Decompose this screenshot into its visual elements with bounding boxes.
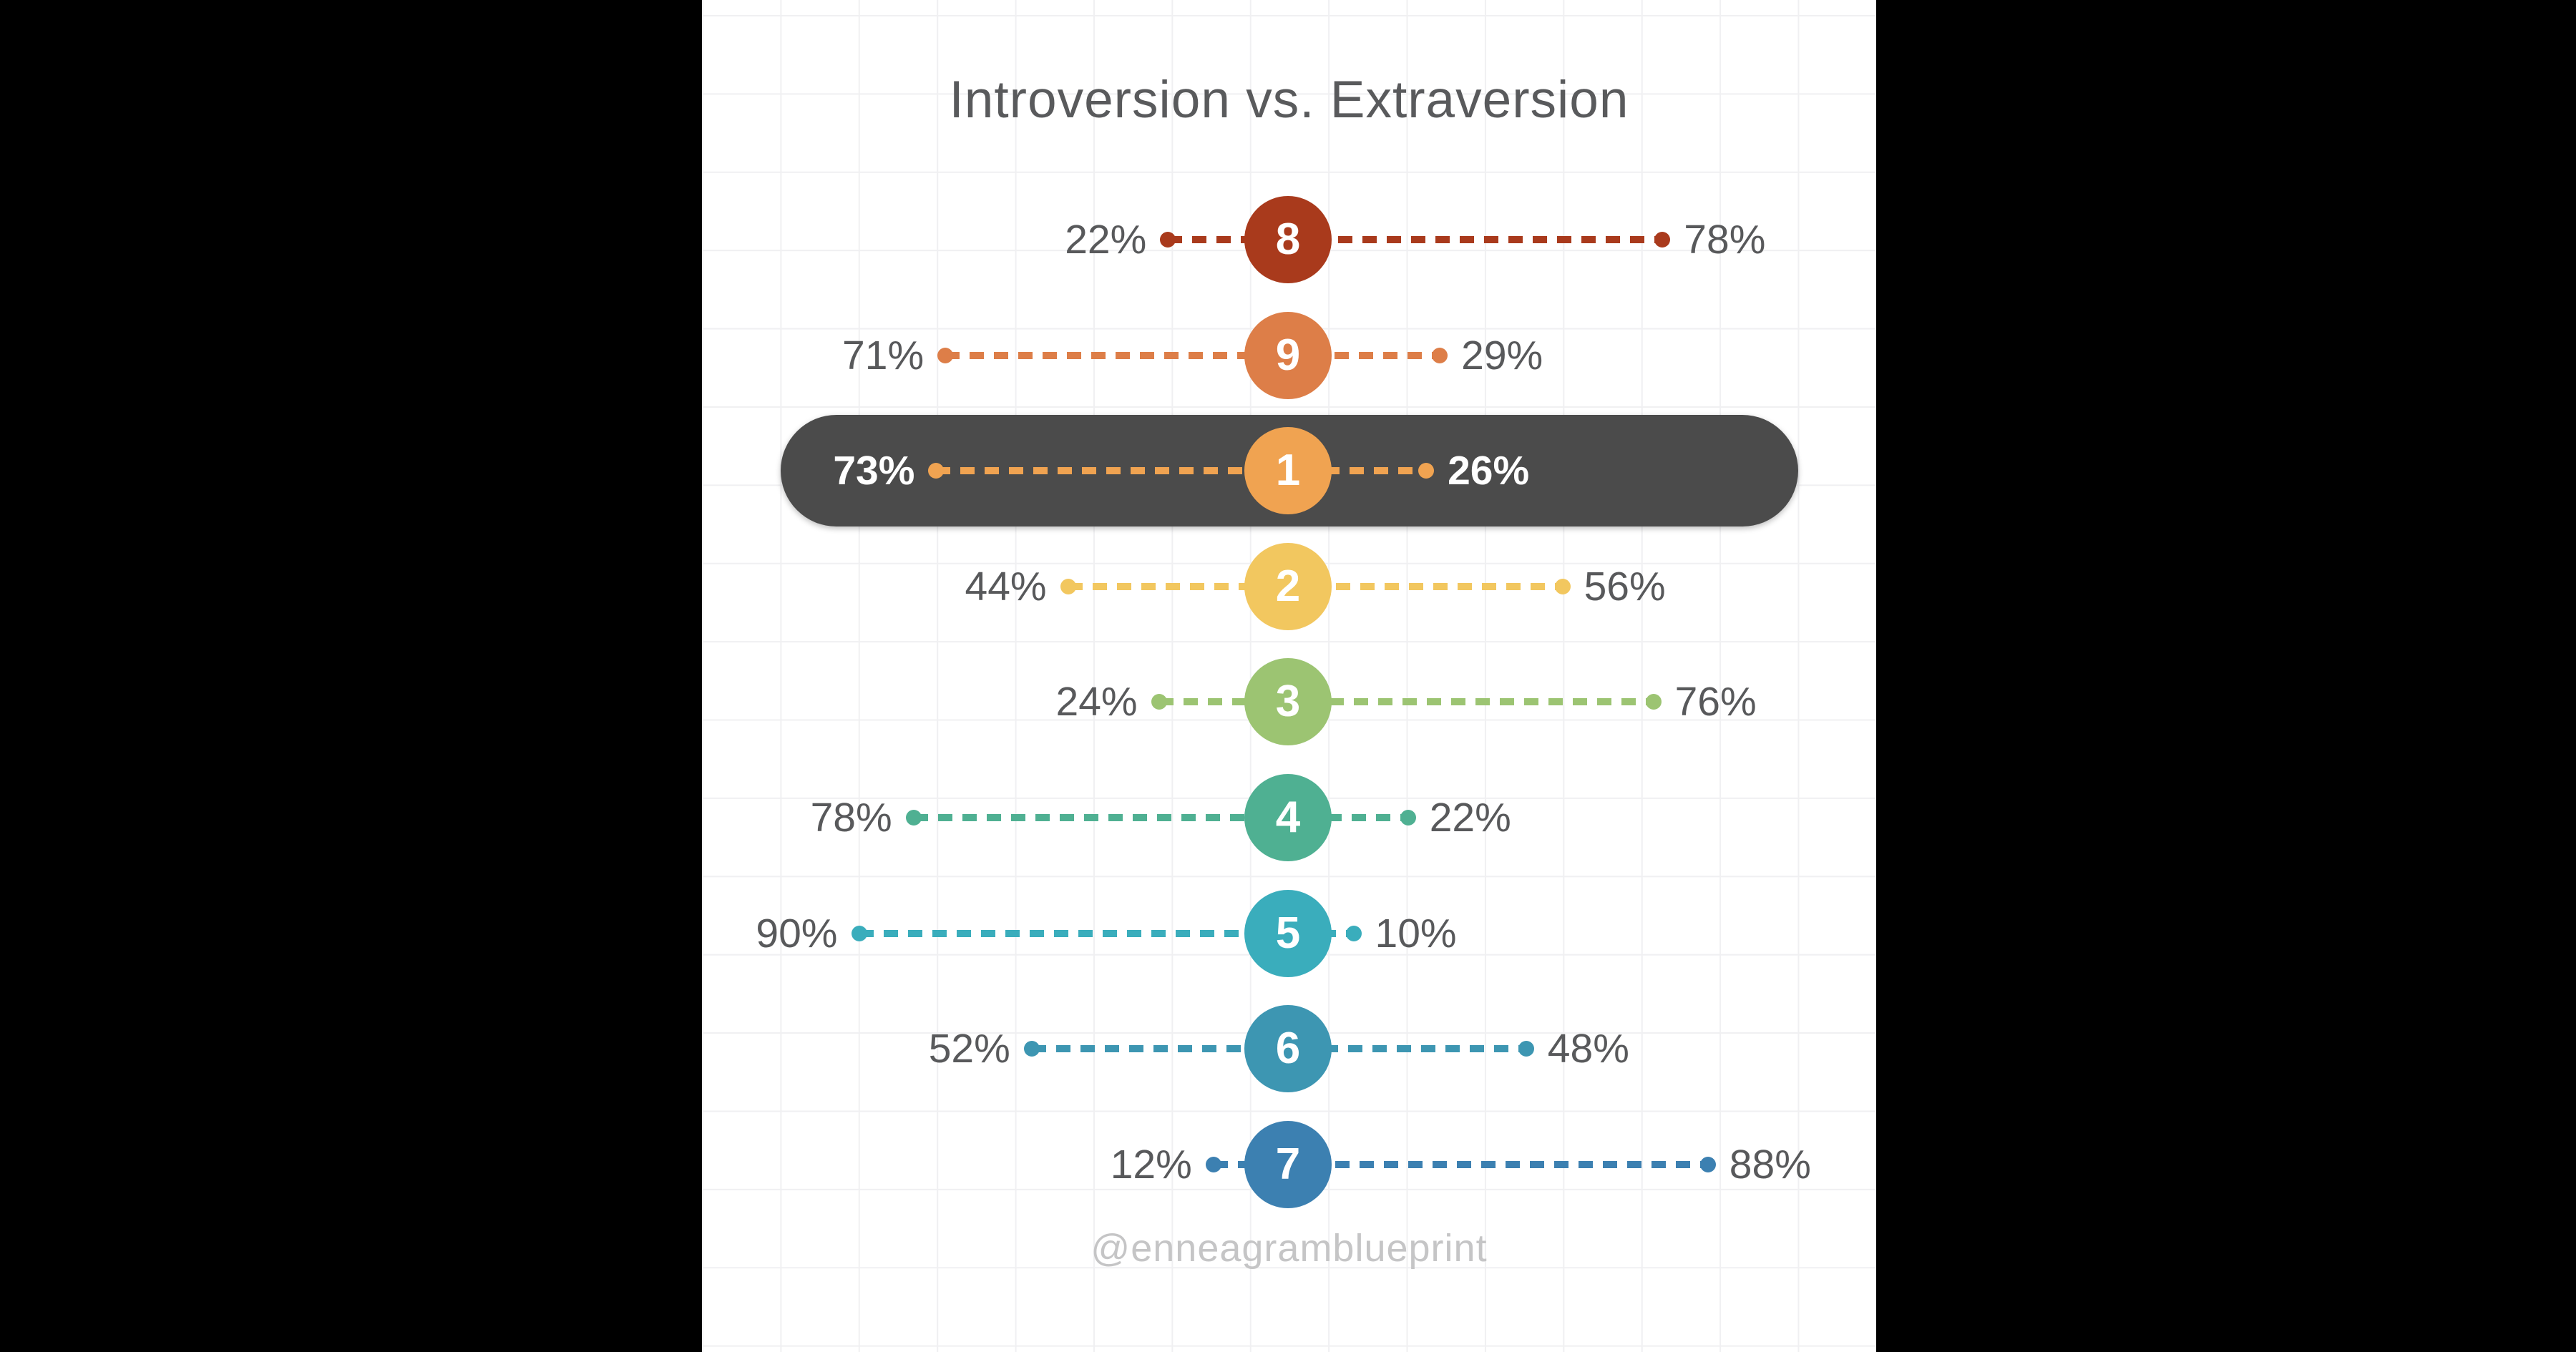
left-percent-label: 90% <box>756 911 838 956</box>
right-endpoint-dot <box>1654 232 1671 248</box>
right-percent-label: 76% <box>1674 679 1757 725</box>
type-circle-7: 7 <box>1244 1121 1332 1208</box>
type-circle-8: 8 <box>1244 196 1332 283</box>
left-endpoint-dot <box>905 810 922 826</box>
right-endpoint-dot <box>1345 926 1362 941</box>
right-endpoint-dot <box>1699 1157 1716 1172</box>
left-percent-label: 52% <box>928 1026 1010 1072</box>
type-number: 3 <box>1275 677 1301 726</box>
type-circle-2: 2 <box>1244 543 1332 630</box>
left-endpoint-dot <box>1205 1157 1221 1172</box>
dashed-connector-line <box>1168 236 1663 243</box>
right-percent-label: 29% <box>1461 333 1543 378</box>
right-endpoint-dot <box>1432 348 1448 363</box>
left-endpoint-dot <box>1160 232 1176 248</box>
right-endpoint-dot <box>1554 579 1571 594</box>
type-number: 9 <box>1275 330 1301 380</box>
dashed-connector-line <box>913 814 1408 821</box>
dashed-connector-line <box>1158 698 1654 705</box>
right-endpoint-dot <box>1518 1041 1534 1057</box>
right-percent-label: 10% <box>1375 911 1457 956</box>
type-number: 6 <box>1275 1024 1301 1073</box>
left-endpoint-dot <box>1151 694 1167 710</box>
left-percent-label: 73% <box>833 448 915 494</box>
type-number: 4 <box>1275 793 1301 842</box>
type-circle-5: 5 <box>1244 890 1332 977</box>
left-endpoint-dot <box>1023 1041 1040 1057</box>
chart-title: Introversion vs. Extraversion <box>949 71 1629 129</box>
type-number: 7 <box>1275 1140 1301 1189</box>
left-percent-label: 22% <box>1065 217 1147 263</box>
type-circle-9: 9 <box>1244 312 1332 399</box>
type-circle-1: 1 <box>1244 427 1332 514</box>
chart-canvas: Introversion vs. Extraversion 8 22% 78% 9 71… <box>702 0 1876 1352</box>
right-percent-label: 56% <box>1584 564 1666 609</box>
type-number: 1 <box>1275 446 1301 495</box>
dashed-connector-line <box>936 467 1427 474</box>
left-percent-label: 78% <box>810 795 892 841</box>
type-number: 8 <box>1275 215 1301 264</box>
type-circle-3: 3 <box>1244 658 1332 745</box>
watermark-handle: @enneagramblueprint <box>1091 1227 1488 1270</box>
right-endpoint-dot <box>1418 463 1435 479</box>
right-percent-label: 78% <box>1684 217 1766 263</box>
right-percent-label: 22% <box>1429 795 1511 841</box>
type-circle-4: 4 <box>1244 774 1332 861</box>
right-endpoint-dot <box>1645 694 1662 710</box>
dashed-connector-line <box>945 352 1440 359</box>
right-percent-label: 88% <box>1729 1142 1811 1187</box>
right-percent-label: 26% <box>1448 448 1530 494</box>
dashed-connector-line <box>1213 1161 1708 1168</box>
left-percent-label: 71% <box>842 333 924 378</box>
type-number: 2 <box>1275 562 1301 611</box>
left-endpoint-dot <box>937 348 954 363</box>
left-percent-label: 24% <box>1055 679 1138 725</box>
left-endpoint-dot <box>851 926 867 941</box>
right-percent-label: 48% <box>1547 1026 1629 1072</box>
left-percent-label: 12% <box>1110 1142 1192 1187</box>
left-percent-label: 44% <box>965 564 1047 609</box>
left-endpoint-dot <box>928 463 945 479</box>
type-number: 5 <box>1275 908 1301 958</box>
left-endpoint-dot <box>1060 579 1076 594</box>
dashed-connector-line <box>859 930 1354 937</box>
type-circle-6: 6 <box>1244 1005 1332 1092</box>
right-endpoint-dot <box>1400 810 1416 826</box>
